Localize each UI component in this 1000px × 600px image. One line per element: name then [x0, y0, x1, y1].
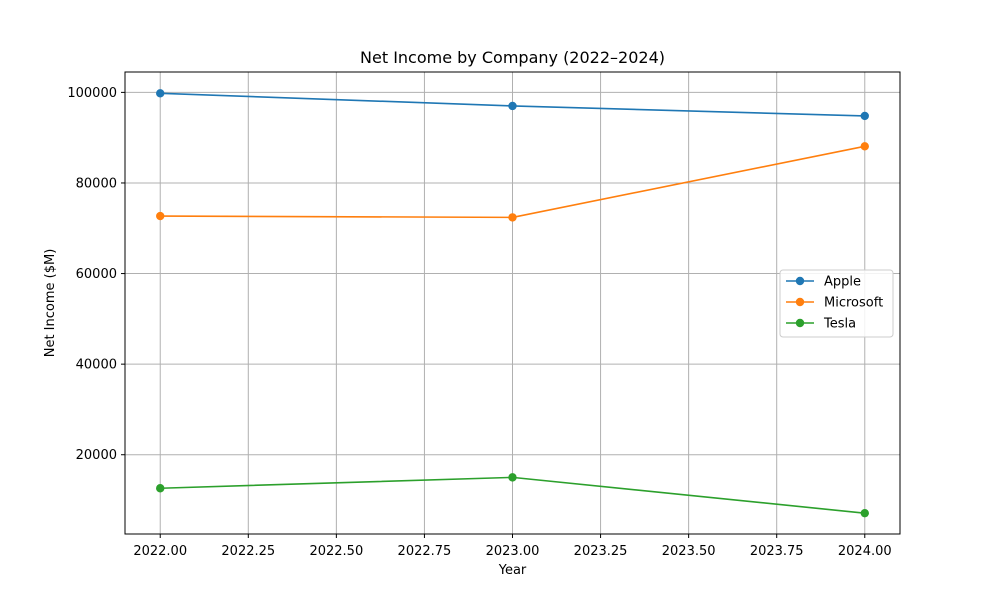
x-tick-label: 2024.00 — [838, 544, 892, 559]
legend-marker-apple — [795, 276, 805, 286]
legend-label-apple: Apple — [824, 275, 861, 290]
x-tick-label: 2022.75 — [398, 544, 452, 559]
data-point-microsoft — [508, 213, 517, 222]
series-layer — [156, 89, 869, 518]
x-tick-label: 2023.00 — [486, 544, 540, 559]
x-tick-label: 2023.50 — [662, 544, 716, 559]
legend: Apple Microsoft Tesla — [779, 269, 894, 338]
data-point-microsoft — [860, 142, 869, 151]
x-tick-label: 2022.50 — [309, 544, 363, 559]
x-axis-title: Year — [498, 563, 527, 578]
legend-label-tesla: Tesla — [823, 317, 856, 332]
x-tick-label: 2022.25 — [221, 544, 275, 559]
legend-box — [779, 269, 894, 338]
y-tick-label: 60000 — [76, 267, 117, 282]
legend-marker-tesla — [795, 318, 805, 328]
data-point-apple — [156, 89, 165, 98]
x-tick-label: 2023.75 — [750, 544, 804, 559]
x-tick-label: 2022.00 — [133, 544, 187, 559]
legend-marker-microsoft — [795, 297, 805, 307]
data-point-apple — [860, 111, 869, 121]
legend-label-microsoft: Microsoft — [824, 296, 883, 311]
y-tick-label: 20000 — [76, 448, 117, 463]
y-tick-label: 80000 — [76, 176, 117, 191]
chart-title: Net Income by Company (2022–2024) — [360, 48, 665, 67]
axis-ticks: 2022.00 2022.25 2022.50 2022.75 2023.00 2023.… — [67, 86, 891, 559]
y-axis-title: Net Income ($M) — [43, 249, 58, 358]
y-tick-label: 100000 — [67, 86, 117, 101]
x-tick-label: 2023.25 — [574, 544, 628, 559]
data-point-tesla — [860, 508, 869, 518]
data-point-tesla — [508, 473, 517, 482]
data-point-apple — [508, 101, 517, 111]
data-point-microsoft — [156, 211, 165, 221]
y-tick-label: 40000 — [76, 358, 117, 373]
data-point-tesla — [156, 484, 165, 493]
